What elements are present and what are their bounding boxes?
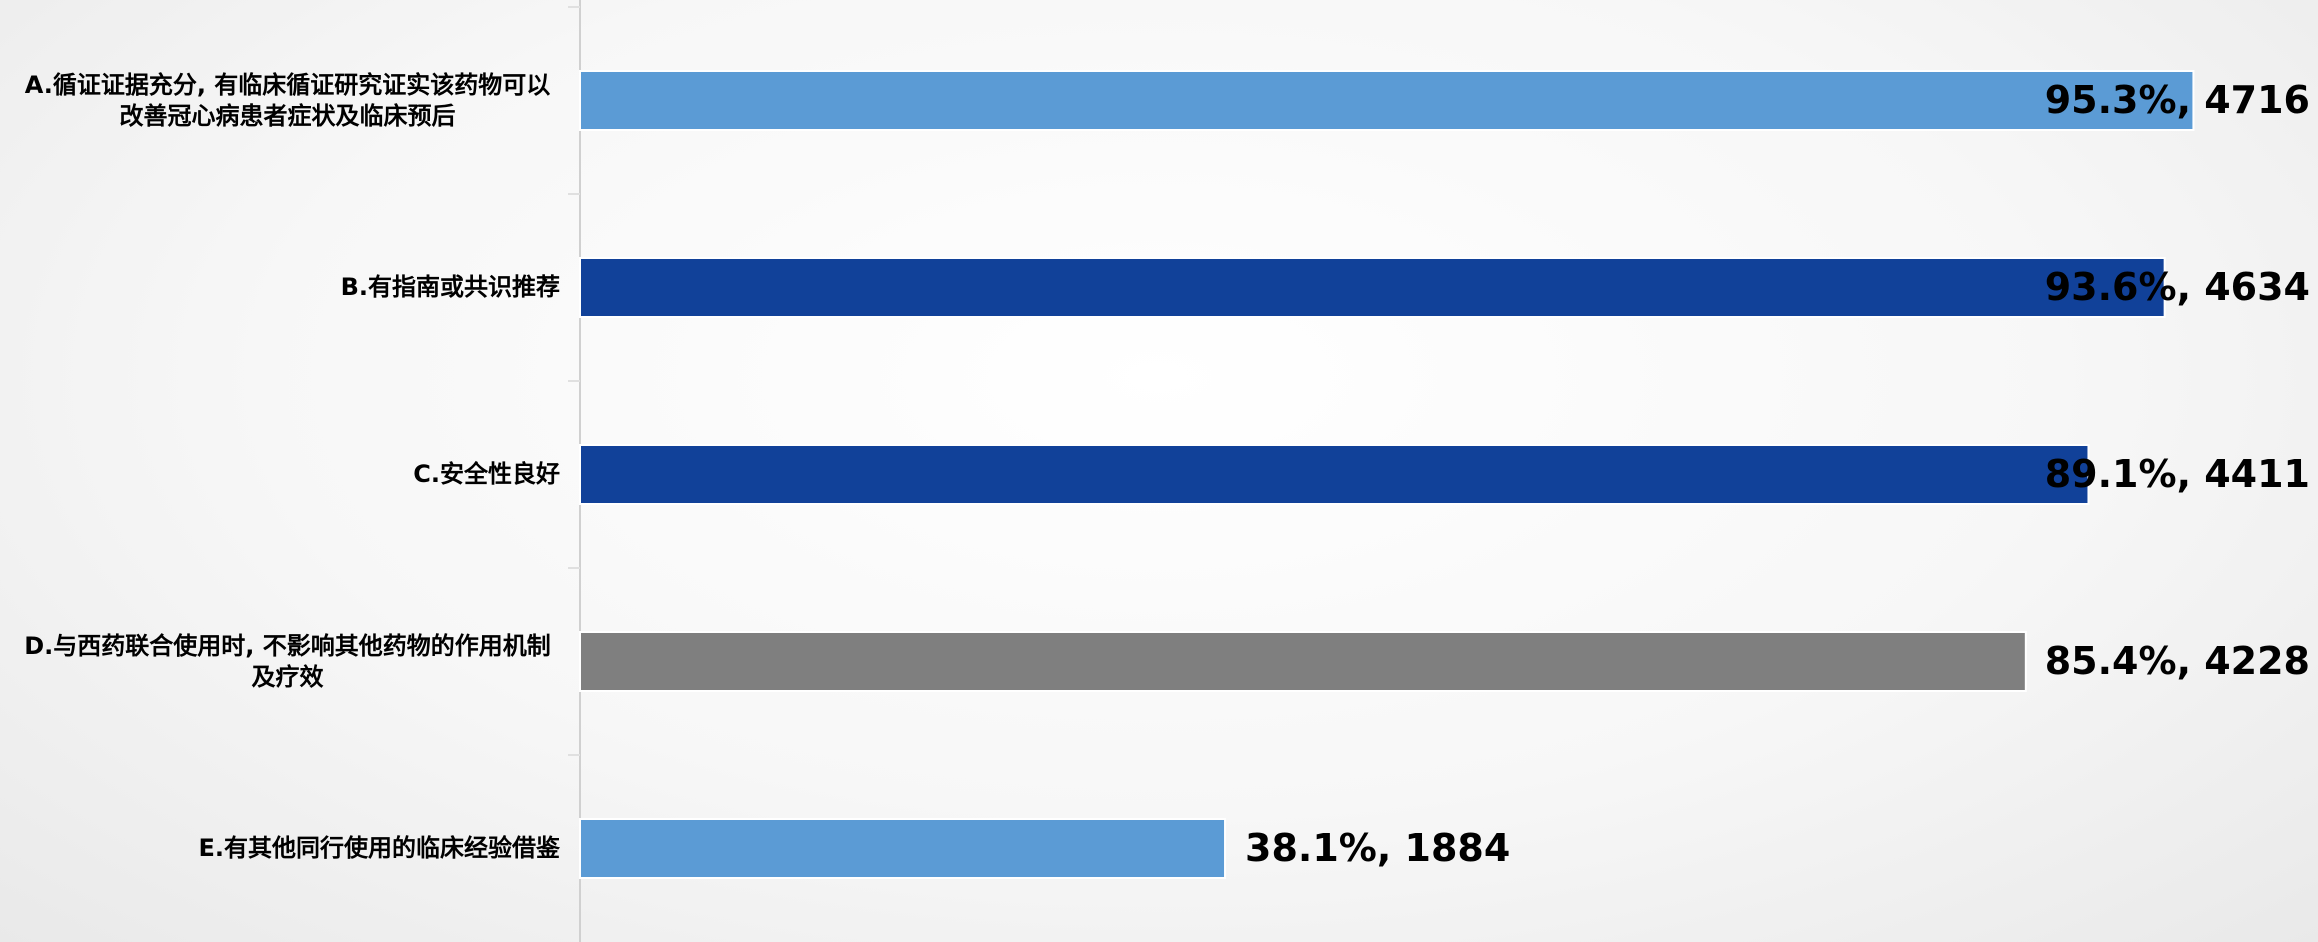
- bar: [579, 257, 2166, 318]
- value-label: 93.6%, 4634: [2045, 265, 2310, 309]
- bar: [579, 818, 1227, 879]
- category-label: C.安全性良好: [0, 415, 560, 535]
- category-text: D.与西药联合使用时, 不影响其他药物的作用机制及疗效: [24, 631, 551, 691]
- value-label: 95.3%, 4716: [2045, 78, 2310, 122]
- category-text: A.循证证据充分, 有临床循证研究证实该药物可以改善冠心病患者症状及临床预后: [24, 70, 551, 130]
- value-label: 85.4%, 4228: [2045, 639, 2310, 683]
- category-label: D.与西药联合使用时, 不影响其他药物的作用机制及疗效: [0, 602, 560, 722]
- category-label: A.循证证据充分, 有临床循证研究证实该药物可以改善冠心病患者症状及临床预后: [0, 41, 560, 161]
- bar: [579, 70, 2195, 131]
- category-text: B.有指南或共识推荐: [340, 273, 560, 301]
- bar: [579, 444, 2090, 505]
- bar: [579, 631, 2027, 692]
- category-text: C.安全性良好: [413, 460, 560, 488]
- category-text: E.有其他同行使用的临床经验借鉴: [198, 834, 560, 862]
- value-label: 89.1%, 4411: [2045, 452, 2310, 496]
- value-label: 38.1%, 1884: [1245, 826, 1510, 870]
- category-label: E.有其他同行使用的临床经验借鉴: [0, 789, 560, 909]
- category-label: B.有指南或共识推荐: [0, 228, 560, 348]
